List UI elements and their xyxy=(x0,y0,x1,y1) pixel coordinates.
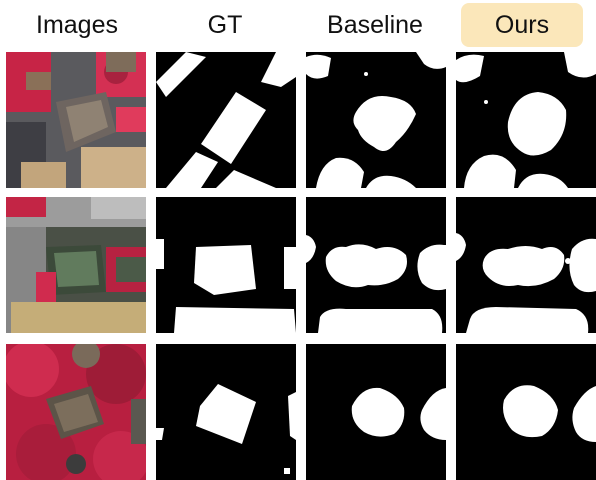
row3-gt-mask xyxy=(156,344,296,480)
row2-ours-mask xyxy=(456,197,596,333)
row1-image xyxy=(6,52,146,188)
header-images: Images xyxy=(36,10,118,39)
header-baseline: Baseline xyxy=(327,10,423,39)
header-ours: Ours xyxy=(461,3,583,47)
row2-image xyxy=(6,197,146,333)
row2-gt-mask xyxy=(156,197,296,333)
row3-baseline-mask xyxy=(306,344,446,480)
row3-ours-mask xyxy=(456,344,596,480)
row1-baseline-mask xyxy=(306,52,446,188)
row2-baseline-mask xyxy=(306,197,446,333)
row3-image xyxy=(6,344,146,480)
row1-ours-mask xyxy=(456,52,596,188)
header-gt: GT xyxy=(207,10,243,39)
row1-gt-mask xyxy=(156,52,296,188)
